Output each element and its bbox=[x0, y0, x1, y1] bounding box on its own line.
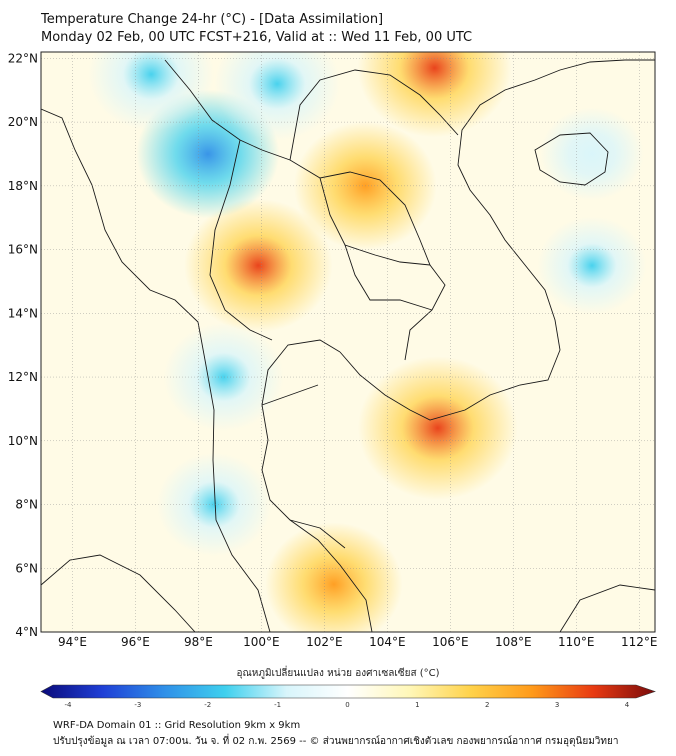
colorbar-tick: -2 bbox=[204, 701, 211, 709]
latitude-label: 8°N bbox=[15, 498, 38, 512]
anomaly-area bbox=[163, 322, 284, 432]
latitude-label: 12°N bbox=[8, 370, 38, 384]
longitude-label: 112°E bbox=[621, 635, 658, 649]
longitude-label: 102°E bbox=[306, 635, 343, 649]
temperature-field bbox=[41, 52, 655, 632]
anomaly-area bbox=[214, 52, 341, 141]
map-subtitle: Monday 02 Feb, 00 UTC FCST+216, Valid at… bbox=[41, 30, 473, 45]
latitude-label: 10°N bbox=[8, 434, 38, 448]
latitude-label: 6°N bbox=[15, 561, 38, 575]
longitude-label: 104°E bbox=[369, 635, 406, 649]
longitude-label: 98°E bbox=[184, 635, 213, 649]
latitude-labels: 22°N 20°N 18°N 16°N 14°N 12°N 10°N 8°N 6°N 4°N bbox=[8, 51, 38, 639]
colorbar-tick: -4 bbox=[65, 701, 73, 709]
longitude-label: 94°E bbox=[58, 635, 87, 649]
anomaly-area bbox=[184, 198, 333, 333]
colorbar-tick: -1 bbox=[274, 701, 281, 709]
latitude-label: 4°N bbox=[15, 625, 38, 639]
longitude-label: 100°E bbox=[243, 635, 280, 649]
latitude-label: 14°N bbox=[8, 306, 38, 320]
anomaly-area bbox=[357, 52, 512, 138]
longitude-label: 110°E bbox=[558, 635, 595, 649]
update-info: ปรับปรุงข้อมูล ณ เวลา 07:00น. วัน จ. ที่… bbox=[53, 736, 619, 747]
colorbar-title: อุณหภูมิเปลี่ยนแปลง หน่วย องศาเซลเซียส (… bbox=[236, 668, 440, 679]
latitude-label: 18°N bbox=[8, 179, 38, 193]
graticule bbox=[41, 52, 655, 633]
colorbar-tick: 4 bbox=[625, 701, 630, 709]
latitude-label: 20°N bbox=[8, 115, 38, 129]
colorbar: -4 -3 -2 -1 0 1 2 3 4 bbox=[40, 684, 656, 709]
anomaly-area bbox=[265, 522, 403, 632]
latitude-label: 16°N bbox=[8, 243, 38, 257]
anomaly-area bbox=[537, 216, 647, 315]
coastline-borders bbox=[41, 59, 655, 632]
colorbar-tick: 0 bbox=[345, 701, 349, 709]
longitude-label: 106°E bbox=[432, 635, 469, 649]
anomaly-area bbox=[156, 452, 272, 557]
latitude-label: 22°N bbox=[8, 51, 38, 65]
map-title: Temperature Change 24-hr (°C) - [Data As… bbox=[41, 12, 384, 27]
anomaly-area bbox=[357, 356, 518, 500]
model-info: WRF-DA Domain 01 :: Grid Resolution 9km … bbox=[53, 720, 301, 731]
anomaly-area bbox=[88, 52, 215, 131]
longitude-labels: 94°E 96°E 98°E 100°E 102°E 104°E 106°E 108°E 110… bbox=[58, 635, 657, 649]
longitude-label: 96°E bbox=[121, 635, 150, 649]
anomaly-area bbox=[540, 107, 644, 201]
map-frame bbox=[40, 51, 656, 633]
longitude-label: 108°E bbox=[495, 635, 532, 649]
colorbar-tick: -3 bbox=[134, 701, 141, 709]
colorbar-tick: 1 bbox=[415, 701, 419, 709]
colorbar-tick: 2 bbox=[485, 701, 489, 709]
colorbar-tick: 3 bbox=[555, 701, 559, 709]
